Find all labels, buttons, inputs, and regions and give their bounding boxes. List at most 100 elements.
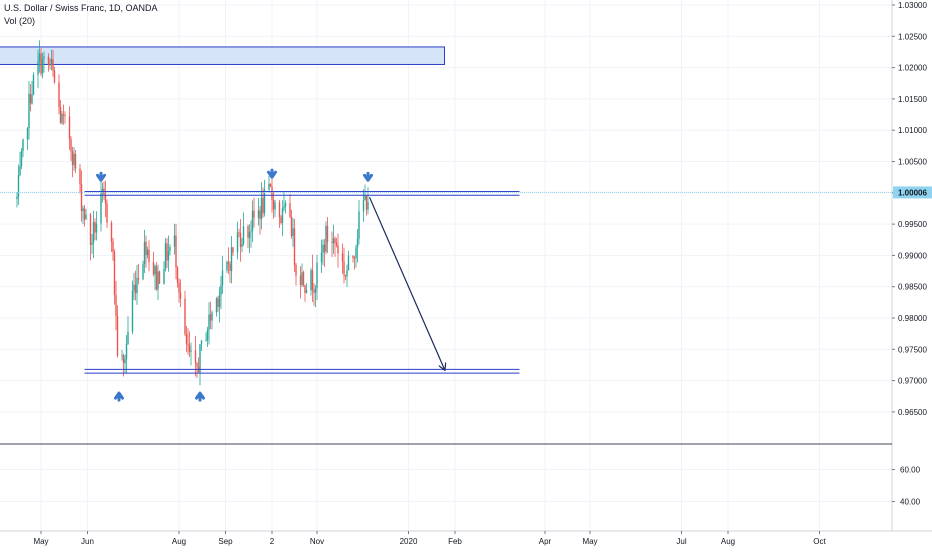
candle-body [238,232,240,234]
candle-body [310,270,312,291]
candle-body [143,241,146,265]
time-tick-label: Aug [721,537,735,546]
candle-body [50,59,53,65]
candle-body [206,330,209,341]
candle-body [229,264,231,271]
candle-body [106,203,108,223]
time-tick-label: Apr [539,537,552,546]
time-tick-label: May [33,537,48,546]
candle-body [272,199,275,210]
candle-body [227,261,230,265]
symbol-title[interactable]: U.S. Dollar / Swiss Franc, 1D, OANDA [4,3,158,13]
candle-body [131,290,134,332]
candle-body [190,350,192,352]
candle-body [178,282,180,293]
candle-body [43,56,45,59]
candle-body [364,195,366,201]
candle-body [290,216,293,237]
candle-body [365,195,368,210]
candle-body [250,231,252,233]
arrow-down-icon [267,168,277,179]
candle-body [221,270,224,286]
candle-body [271,186,273,200]
candle-body [293,228,296,265]
candle-body [91,242,93,245]
candle-body [215,298,218,313]
candle-body [205,340,207,342]
arrow-down-icon [96,171,106,182]
candle-body [323,244,326,252]
candle-body [284,203,287,207]
candle-body [169,246,171,251]
candle-body [356,238,359,248]
candle-body [260,197,263,220]
candle-body [217,298,219,308]
candle-body [188,345,191,352]
price-tick-label: 1.00500 [898,158,927,167]
volume-study-label[interactable]: Vol (20) [4,16,36,26]
candle-body [17,175,20,197]
price-tick-label: 0.98500 [898,283,927,292]
candle-body [53,70,56,83]
candle-body [295,264,297,276]
candle-body [80,184,83,212]
price-tick-label: 0.98000 [898,314,927,323]
candle-body [367,201,369,210]
candle-body [278,202,281,218]
candle-body [127,331,129,344]
time-tick-label: Feb [448,537,462,546]
candle-body [196,362,198,367]
time-tick-label: Sep [218,537,233,546]
candle-body [37,61,39,75]
price-tick-label: 0.97000 [898,377,927,386]
candle-body [230,247,233,271]
drawings [0,168,892,402]
candle-body [262,197,264,214]
candle-body [134,284,137,294]
price-tick-label: 0.97500 [898,345,927,354]
candle-body [179,292,182,299]
volume-tick-label: 60.00 [900,466,921,475]
candle-body [337,245,339,254]
candle-body [58,82,60,108]
candle-body [163,269,165,284]
candle-body [38,53,41,62]
candles [16,40,369,386]
candle-body [335,242,338,246]
candle-body [154,266,156,275]
candle-body [28,93,30,129]
candle-body [59,107,62,123]
candle-body [289,203,291,217]
candle-body [122,355,125,364]
candle-body [301,272,303,286]
candle-body [299,275,302,286]
candle-body [155,266,158,290]
candle-body [248,232,251,238]
price-tick-label: 0.96500 [898,408,927,417]
candle-body [199,344,201,373]
candle-body [74,153,77,169]
candle-body [113,252,116,296]
candle-body [274,202,276,210]
candle-body [218,295,221,308]
candle-body [343,261,345,275]
candle-body [142,264,144,280]
resistance-zone [0,46,445,65]
candle-body [194,350,197,363]
time-tick-label: Aug [172,537,186,546]
candle-body [49,64,51,66]
candle-body [316,262,318,289]
candle-body [115,295,117,316]
candle-body [121,355,123,357]
candle-body [146,249,149,256]
candle-body [26,128,29,140]
price-tick-label: 0.99000 [898,251,927,260]
candle-body [253,210,255,218]
arrow-up-icon [195,391,205,402]
candle-body [32,74,35,95]
candle-body [85,214,87,220]
candle-body [95,223,98,233]
projection-arrow [368,196,445,369]
candle-body [52,59,54,71]
